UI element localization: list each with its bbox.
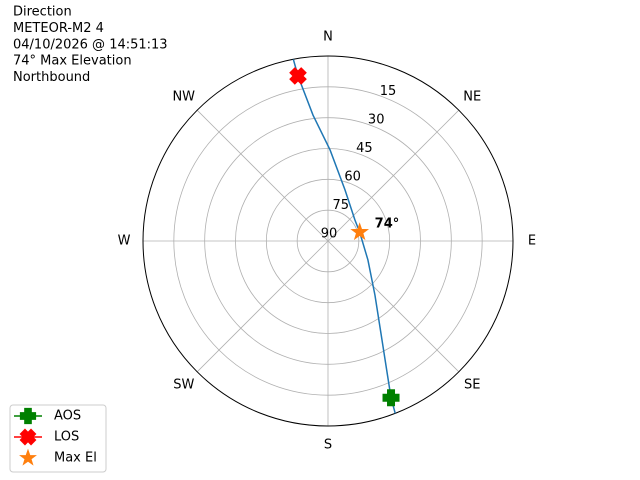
title-line: METEOR-M2 4 <box>13 21 104 36</box>
title-line: 74° Max Elevation <box>13 54 132 69</box>
theta-tick-label: SE <box>464 378 480 393</box>
r-tick-label: 45 <box>356 141 373 156</box>
legend-label: AOS <box>54 409 81 424</box>
r-tick-label: 75 <box>333 198 350 213</box>
title-line: 04/10/2026 @ 14:51:13 <box>13 37 168 52</box>
grid-spoke <box>196 109 329 242</box>
theta-tick-label: SW <box>173 378 194 393</box>
marker-plus <box>382 389 400 407</box>
title-line: Northbound <box>13 70 90 85</box>
marker-star <box>350 222 370 241</box>
theta-tick-label: NW <box>172 89 195 104</box>
r-tick-label: 30 <box>368 113 385 128</box>
polar-frame <box>142 55 514 427</box>
track-line <box>292 59 396 414</box>
grid-spoke <box>327 240 460 373</box>
legend-marker <box>19 407 37 425</box>
r-tick-label: 90 <box>321 227 338 242</box>
legend-marker <box>19 448 37 466</box>
legend: AOS LOS Max El <box>9 404 107 473</box>
grid-spoke <box>196 240 329 373</box>
theta-tick-label: NE <box>463 89 481 104</box>
theta-tick-label: E <box>528 234 536 249</box>
theta-tick-label: S <box>324 438 332 453</box>
marker-x <box>289 67 307 85</box>
grid-spoke <box>327 109 460 242</box>
title-line: Direction <box>13 5 72 20</box>
r-tick-label: 15 <box>380 84 397 99</box>
legend-marker <box>19 428 37 446</box>
r-tick-label: 60 <box>344 170 361 185</box>
theta-tick-label: W <box>118 234 131 249</box>
value-label: 74° <box>375 217 400 232</box>
legend-label: LOS <box>54 430 79 445</box>
theta-tick-label: N <box>323 30 333 45</box>
legend-label: Max El <box>54 451 97 466</box>
